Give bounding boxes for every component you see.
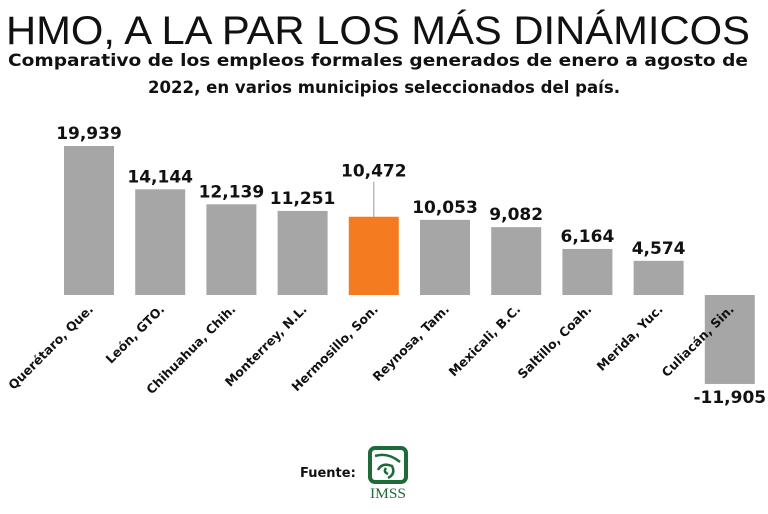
category-label-6: Mexicali, B.C. [446, 302, 524, 380]
bar-8 [633, 260, 684, 295]
source-label: Fuente: [300, 466, 356, 481]
data-label-9: -11,905 [693, 388, 766, 408]
chart-title: HMO, A LA PAR LOS MÁS DINÁMICOS [6, 8, 750, 53]
bar-3 [277, 210, 328, 295]
bar-9 [704, 295, 755, 384]
bar-7 [562, 248, 613, 295]
imss-logo: IMSS [368, 446, 408, 502]
category-label-0: Querétaro, Que. [5, 302, 96, 393]
data-label-7: 6,164 [561, 227, 615, 247]
category-label-8: Merida, Yuc. [594, 302, 666, 374]
imss-logo-emblem [368, 446, 408, 484]
category-label-1: León, GTO. [102, 302, 167, 367]
bar-6 [491, 227, 542, 295]
data-label-4: 10,472 [341, 162, 407, 182]
chart-subtitle-line-2: 2022, en varios municipios seleccionados… [148, 78, 620, 98]
bar-0 [64, 146, 114, 295]
chart-subtitle-line-1: Comparativo de los empleos formales gene… [8, 51, 748, 71]
data-label-3: 11,251 [270, 189, 336, 209]
data-label-2: 12,139 [199, 182, 265, 202]
data-label-1: 14,144 [127, 167, 193, 187]
data-label-5: 10,053 [412, 198, 478, 218]
data-label-6: 9,082 [489, 205, 543, 225]
data-label-8: 4,574 [632, 239, 686, 259]
bar-1 [135, 189, 186, 295]
bar-2 [206, 204, 257, 295]
bar-5 [420, 219, 470, 295]
category-label-7: Saltillo, Coah. [515, 302, 595, 382]
bar-4 [348, 216, 399, 295]
data-label-0: 19,939 [56, 124, 122, 144]
category-label-5: Reynosa, Tam. [370, 302, 453, 385]
bars-group: 19,939 Querétaro, Que. 14,144 León, GTO. 12,… [5, 124, 766, 408]
imss-logo-text: IMSS [370, 486, 406, 502]
imss-logo-eagle-icon [374, 453, 401, 480]
